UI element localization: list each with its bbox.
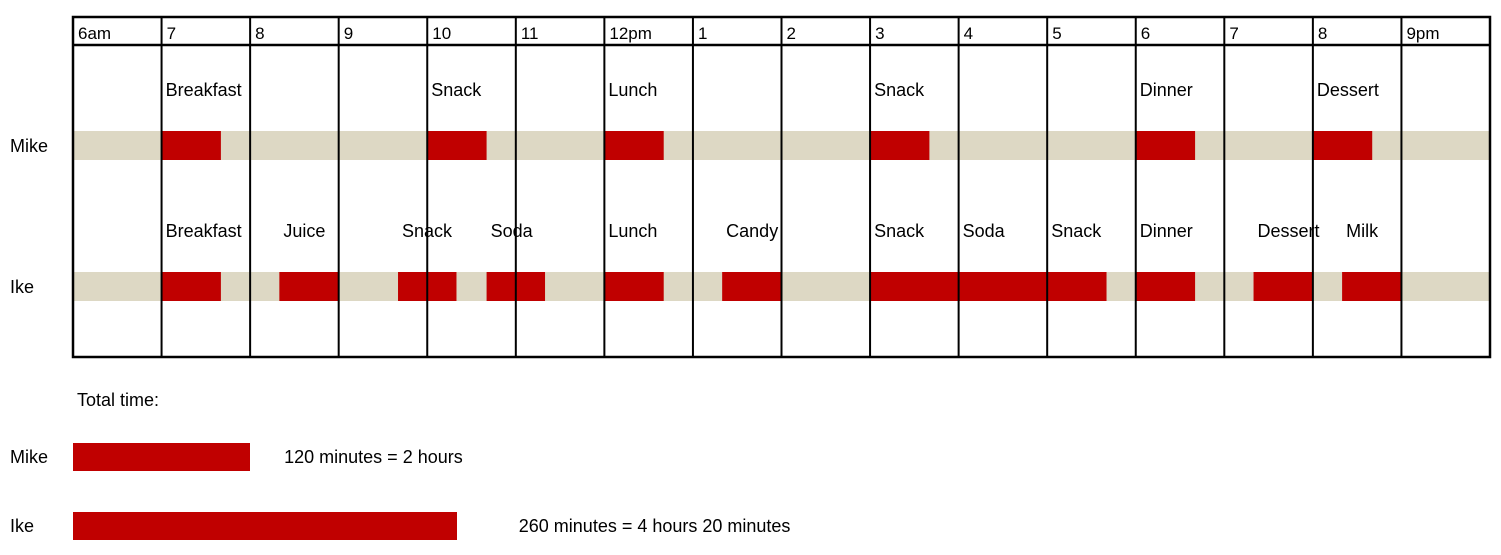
totals-heading: Total time:: [77, 390, 160, 410]
hour-label: 3: [875, 24, 884, 43]
total-row-ike: Ike 260 minutes = 4 hours 20 minutes: [0, 512, 1501, 542]
event-label: Soda: [491, 221, 534, 241]
event-layer: [161, 131, 1402, 301]
event-bar: [1253, 272, 1313, 301]
event-bar: [870, 131, 930, 160]
hour-label: 4: [964, 24, 973, 43]
hour-label: 8: [1318, 24, 1327, 43]
event-label: Lunch: [608, 221, 657, 241]
event-bar: [427, 131, 487, 160]
total-person-name: Mike: [10, 447, 49, 467]
event-label: Juice: [283, 221, 325, 241]
hour-label: 7: [1229, 24, 1238, 43]
event-bar: [604, 131, 664, 160]
total-person-name: Ike: [10, 516, 35, 536]
hour-label: 6am: [78, 24, 111, 43]
hour-label: 8: [255, 24, 264, 43]
event-bar: [870, 272, 959, 301]
hour-label: 11: [521, 24, 539, 43]
event-bar: [1312, 131, 1373, 160]
event-bar: [161, 272, 221, 301]
event-label: Soda: [963, 221, 1006, 241]
event-label: Dinner: [1140, 80, 1193, 100]
event-bar: [1047, 272, 1107, 301]
event-bar: [161, 131, 221, 160]
hour-label: 5: [1052, 24, 1061, 43]
total-row-mike: Mike 120 minutes = 2 hours: [0, 443, 1501, 473]
event-label: Snack: [874, 221, 925, 241]
grid-layer: [71, 15, 1492, 359]
event-bar: [279, 272, 339, 301]
event-bar: [1342, 272, 1402, 301]
meal-timeline-chart: Breakfast Snack Lunch Snack Dinner Dessert Mik…: [10, 15, 1492, 359]
event-label: Dinner: [1140, 221, 1193, 241]
event-label: Lunch: [608, 80, 657, 100]
hour-label: 9: [344, 24, 353, 43]
person-label: Mike: [10, 136, 48, 156]
total-bar-ike: [73, 512, 457, 540]
event-label: Dessert: [1317, 80, 1379, 100]
event-bar: [1135, 131, 1196, 160]
event-label: Candy: [726, 221, 778, 241]
event-label: Breakfast: [166, 80, 242, 100]
event-label: Snack: [431, 80, 482, 100]
label-layer: Breakfast Snack Lunch Snack Dinner Dessert Mik…: [10, 24, 1440, 297]
event-bar: [1135, 272, 1196, 301]
total-text-mike: 120 minutes = 2 hours: [284, 447, 463, 467]
total-bar-mike: [73, 443, 251, 471]
event-label: Snack: [1051, 221, 1102, 241]
event-bar: [722, 272, 782, 301]
hour-label: 10: [432, 24, 451, 43]
event-label: Milk: [1346, 221, 1379, 241]
hour-label: 12pm: [609, 24, 652, 43]
hour-label: 2: [787, 24, 796, 43]
hour-label: 9pm: [1406, 24, 1439, 43]
event-label: Snack: [874, 80, 925, 100]
hour-label: 7: [167, 24, 176, 43]
hour-label: 1: [698, 24, 707, 43]
event-label: Breakfast: [166, 221, 242, 241]
event-bar: [958, 272, 1048, 301]
total-text-ike: 260 minutes = 4 hours 20 minutes: [518, 516, 791, 536]
person-label: Ike: [10, 277, 34, 297]
hour-label: 6: [1141, 24, 1150, 43]
event-label: Dessert: [1258, 221, 1320, 241]
event-bar: [604, 272, 664, 301]
event-label: Snack: [402, 221, 453, 241]
